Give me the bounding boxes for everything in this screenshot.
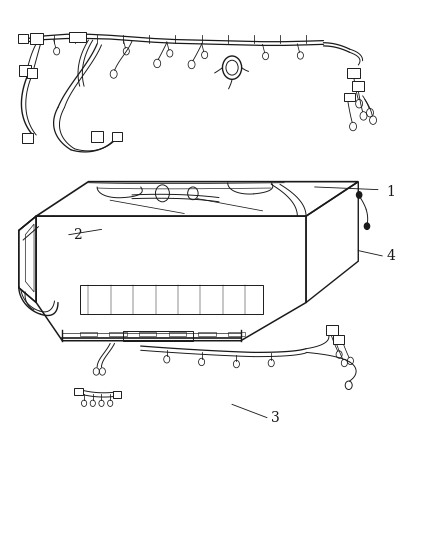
- Bar: [228, 332, 245, 336]
- Text: 3: 3: [271, 410, 280, 425]
- Bar: [198, 332, 215, 336]
- Text: 2: 2: [73, 228, 82, 241]
- Bar: [123, 331, 193, 341]
- Bar: [80, 285, 262, 314]
- Bar: [112, 132, 121, 141]
- Text: 4: 4: [386, 249, 396, 263]
- Bar: [333, 335, 344, 344]
- Bar: [91, 131, 103, 142]
- Bar: [326, 325, 338, 335]
- Bar: [69, 32, 86, 42]
- Circle shape: [357, 192, 362, 198]
- Bar: [80, 332, 97, 336]
- Bar: [22, 133, 33, 143]
- Bar: [113, 391, 120, 398]
- Bar: [347, 68, 360, 78]
- Bar: [27, 68, 37, 78]
- Circle shape: [364, 223, 370, 229]
- Bar: [169, 332, 186, 336]
- Bar: [30, 33, 43, 44]
- Bar: [74, 388, 83, 395]
- Bar: [19, 65, 32, 76]
- Bar: [344, 93, 355, 101]
- Bar: [18, 34, 28, 43]
- Bar: [139, 332, 156, 336]
- Text: 1: 1: [386, 185, 396, 199]
- Bar: [110, 332, 127, 336]
- Bar: [352, 82, 364, 91]
